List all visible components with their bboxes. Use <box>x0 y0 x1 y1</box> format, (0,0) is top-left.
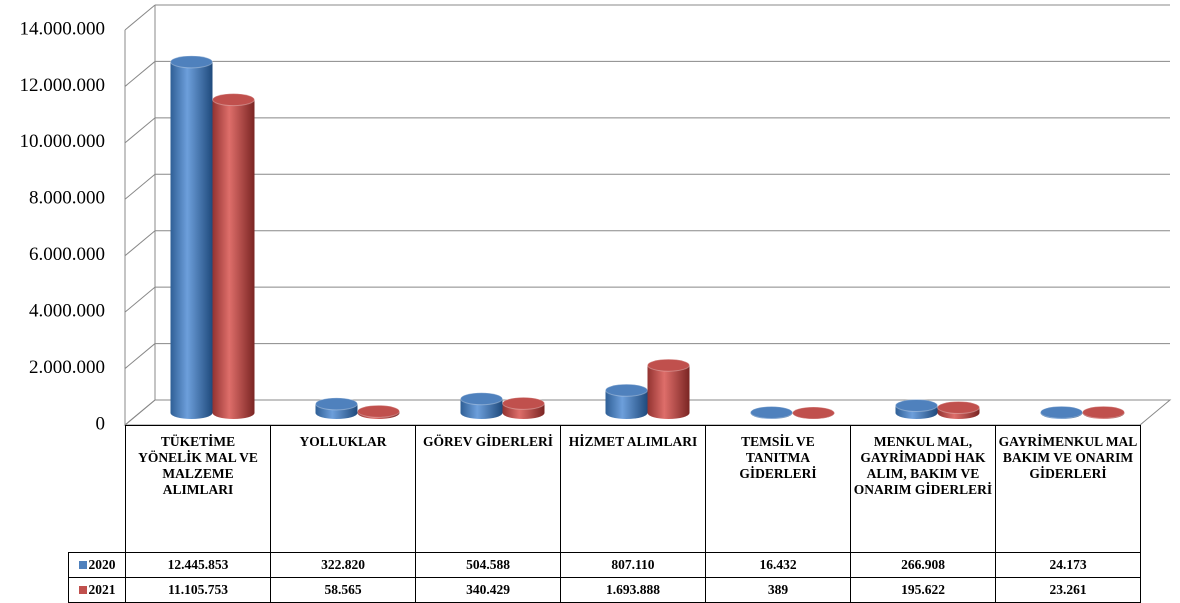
grid-line <box>124 399 156 426</box>
bar <box>647 365 690 419</box>
bar-top <box>315 397 358 411</box>
bar <box>605 390 648 419</box>
grid-line <box>124 230 156 257</box>
bar-top <box>647 358 690 372</box>
y-tick-label: 14.000.000 <box>20 18 106 39</box>
bar-top <box>170 55 213 69</box>
legend-label: 2021 <box>88 582 116 597</box>
y-tick-label: 12.000.000 <box>20 75 106 96</box>
grid-line <box>124 286 156 313</box>
bar-top <box>357 404 400 418</box>
bar-top <box>937 400 980 414</box>
bar <box>212 99 255 419</box>
y-tick-label: 2.000.000 <box>29 357 105 378</box>
header-row: TÜKETİME YÖNELİK MAL VE MALZEME ALIMLARI… <box>68 425 1141 553</box>
legend-key <box>78 561 87 569</box>
grid-line <box>124 61 156 87</box>
y-tick-label: 8.000.000 <box>29 188 105 209</box>
bar-top <box>1040 405 1083 419</box>
grid-line <box>124 173 156 200</box>
category-label: TÜKETİME YÖNELİK MAL VE MALZEME ALIMLARI <box>125 425 271 553</box>
category-label: GÖREV GİDERLERİ <box>415 425 561 553</box>
grid-line <box>124 343 156 369</box>
legend-label: 2020 <box>88 557 116 572</box>
bar-top <box>502 396 545 410</box>
value-label: 504.588 <box>415 552 561 578</box>
value-label: 24.173 <box>995 552 1141 578</box>
y-tick-label: 0 <box>96 413 106 434</box>
value-label: 12.445.853 <box>125 552 271 578</box>
series-row: 2020 12.445.853 322.820 504.588 807.110 16.43… <box>68 552 1141 578</box>
value-label: 322.820 <box>270 552 416 578</box>
grid-line <box>124 117 156 144</box>
grid-line <box>124 4 156 31</box>
bar-top <box>212 93 255 107</box>
category-label: GAYRİMENKUL MAL BAKIM VE ONARIM GİDERLER… <box>995 425 1141 553</box>
bar-top <box>792 406 835 420</box>
bar-top <box>1082 405 1125 419</box>
value-label: 266.908 <box>850 552 996 578</box>
value-label: 807.110 <box>560 552 706 578</box>
value-label: 16.432 <box>705 552 851 578</box>
category-label: HİZMET ALIMLARI <box>560 425 706 553</box>
category-label: YOLLUKLAR <box>270 425 416 553</box>
legend-key <box>78 586 87 594</box>
y-tick-label: 10.000.000 <box>20 131 106 152</box>
bar-top <box>895 398 938 412</box>
legend-cell: 2020 <box>68 552 126 578</box>
corner-cell <box>68 425 126 553</box>
category-label: TEMSİL VE TANITMA GİDERLERİ <box>705 425 851 553</box>
data-table: TÜKETİME YÖNELİK MAL VE MALZEME ALIMLARI… <box>68 425 1141 603</box>
bar-top <box>460 392 503 406</box>
category-label: MENKUL MAL, GAYRİMADDİ HAK ALIM, BAKIM V… <box>850 425 996 553</box>
bar-top <box>750 406 793 420</box>
y-tick-label: 6.000.000 <box>29 244 105 265</box>
bar-top <box>605 383 648 397</box>
bar <box>170 61 213 419</box>
y-tick-label: 4.000.000 <box>29 301 105 322</box>
